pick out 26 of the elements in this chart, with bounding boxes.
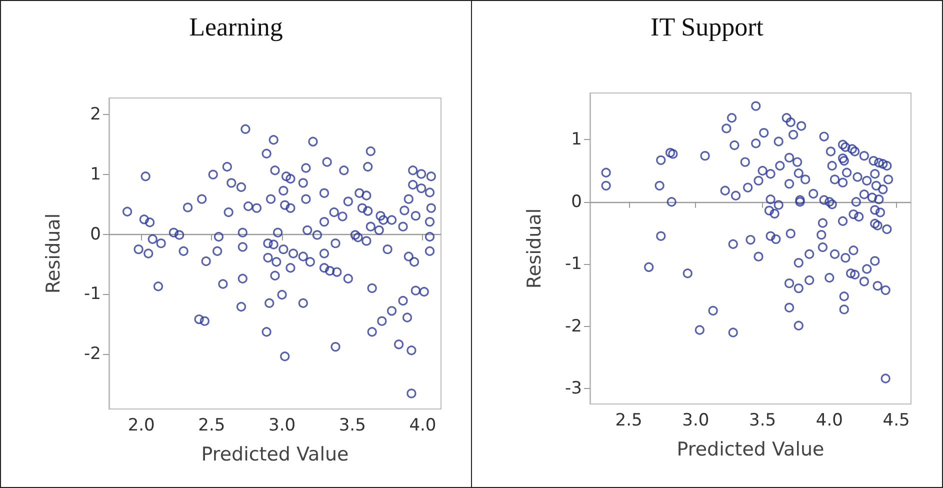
- y-tick-label: 0: [571, 192, 582, 212]
- chart-title: Learning: [189, 12, 283, 42]
- y-tick-label: 0: [90, 224, 101, 244]
- y-tick-label: -1: [565, 254, 582, 274]
- y-axis-title: Residual: [42, 213, 64, 294]
- y-tick-label: -2: [84, 344, 101, 364]
- y-axis-title: Residual: [524, 208, 546, 289]
- x-tick-label: 4.0: [816, 410, 843, 430]
- y-tick-label: 1: [571, 130, 582, 150]
- x-tick-label: 4.5: [882, 410, 910, 430]
- x-axis-title: Predicted Value: [201, 444, 349, 466]
- x-tick-label: 4.0: [409, 416, 436, 436]
- x-tick-label: 3.5: [749, 410, 776, 430]
- x-tick-label: 3.5: [338, 416, 366, 436]
- x-tick-label: 2.5: [615, 410, 642, 430]
- y-tick-label: -3: [565, 378, 582, 398]
- x-tick-label: 2.0: [128, 416, 155, 436]
- x-tick-label: 3.0: [682, 410, 710, 430]
- y-tick-label: -1: [84, 284, 101, 304]
- x-tick-label: 2.5: [198, 416, 226, 436]
- x-axis-title: Predicted Value: [676, 438, 824, 460]
- y-tick-label: 2: [90, 104, 101, 125]
- chart-title: IT Support: [650, 12, 764, 42]
- x-tick-label: 3.0: [268, 416, 296, 436]
- y-tick-label: -2: [565, 316, 582, 336]
- y-tick-label: 1: [90, 164, 101, 185]
